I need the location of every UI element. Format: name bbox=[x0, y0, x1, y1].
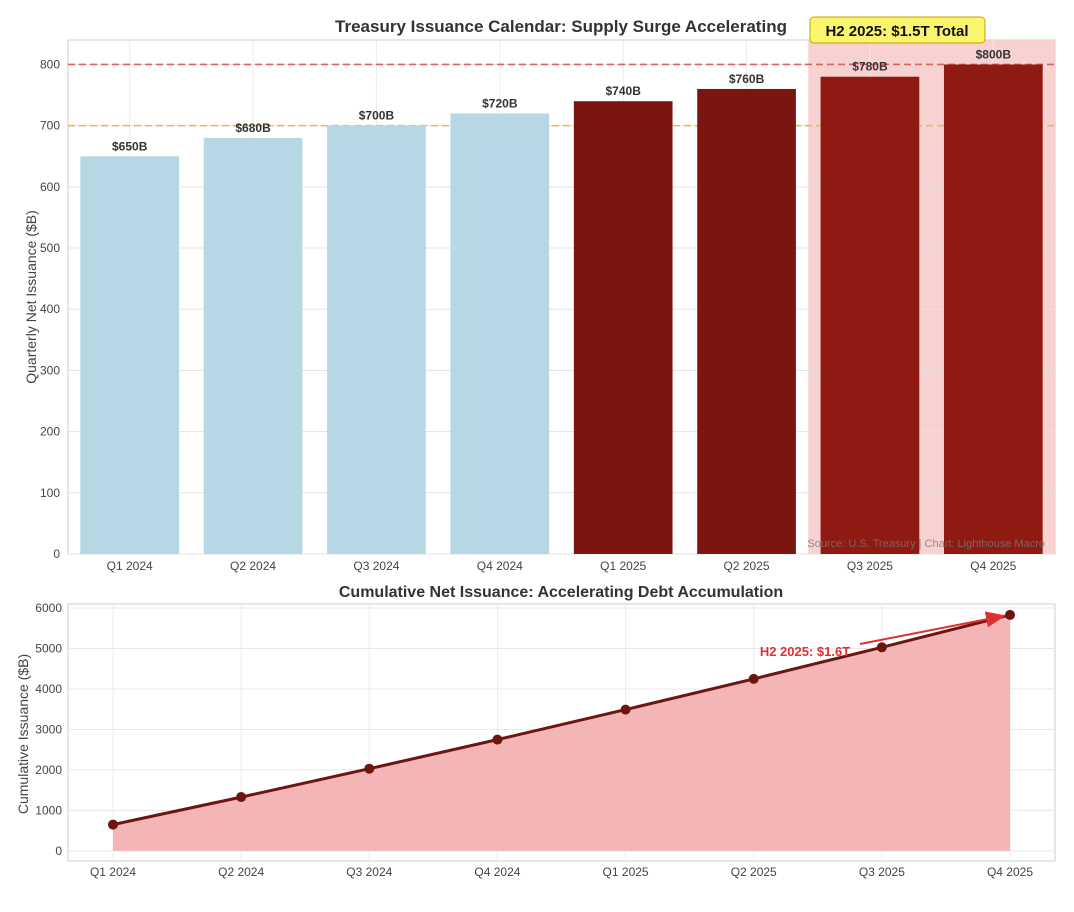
x-tick-label: Q3 2025 bbox=[859, 865, 905, 879]
y-tick-label: 700 bbox=[40, 119, 60, 133]
x-tick-label: Q1 2024 bbox=[107, 559, 153, 573]
bar-value-label: $720B bbox=[482, 96, 518, 110]
bar-q1-2025 bbox=[573, 101, 673, 554]
quarterly-y-axis-label: Quarterly Net Issuance ($B) bbox=[23, 210, 39, 384]
y-tick-label: 400 bbox=[40, 302, 60, 316]
x-tick-label: Q1 2025 bbox=[600, 559, 646, 573]
cumulative-points bbox=[108, 609, 1015, 830]
point-q3-2024 bbox=[364, 763, 375, 774]
annotation-arrow bbox=[859, 611, 1006, 645]
bar-q2-2024 bbox=[203, 137, 303, 554]
bar-value-label: $780B bbox=[852, 60, 888, 74]
quarterly-bars bbox=[80, 64, 1043, 555]
callout-box bbox=[809, 16, 986, 44]
bar-value-label: $650B bbox=[112, 139, 148, 153]
cumulative-x-ticks: Q1 2024 Q2 2024 Q3 2024 Q4 2024 Q1 2025 Q2 20… bbox=[90, 865, 1033, 879]
y-tick-label: 3000 bbox=[35, 722, 62, 736]
cumulative-chart-title: Cumulative Net Issuance: Accelerating De… bbox=[339, 584, 783, 601]
y-tick-label: 200 bbox=[40, 425, 60, 439]
y-tick-label: 1000 bbox=[35, 803, 62, 817]
bar-q4-2024 bbox=[450, 113, 550, 554]
bar-q1-2024 bbox=[80, 156, 180, 554]
y-tick-label: 0 bbox=[53, 547, 60, 561]
y-tick-label: 500 bbox=[40, 241, 60, 255]
x-tick-label: Q3 2025 bbox=[847, 559, 893, 573]
cumulative-series-line bbox=[112, 613, 1011, 827]
y-tick-label: 0 bbox=[55, 844, 62, 858]
bar-q2-2025 bbox=[697, 88, 796, 554]
x-tick-label: Q4 2024 bbox=[477, 559, 523, 573]
h2-2025-cumulative-annotation: H2 2025: $1.6T bbox=[760, 611, 1006, 659]
callout-text: H2 2025: $1.5T Total bbox=[825, 23, 968, 40]
quarterly-chart-title: Treasury Issuance Calendar: Supply Surge… bbox=[335, 17, 787, 36]
x-tick-label: Q2 2025 bbox=[724, 559, 770, 573]
bar-value-label: $760B bbox=[729, 72, 765, 86]
y-tick-label: 800 bbox=[40, 57, 60, 71]
x-tick-label: Q2 2025 bbox=[731, 865, 777, 879]
y-tick-label: 300 bbox=[40, 363, 60, 377]
x-tick-label: Q2 2024 bbox=[230, 559, 276, 573]
x-tick-label: Q2 2024 bbox=[218, 865, 264, 879]
point-q2-2025 bbox=[748, 673, 759, 684]
cumulative-y-axis-label: Cumulative Issuance ($B) bbox=[15, 654, 31, 814]
bar-q3-2024 bbox=[327, 125, 426, 555]
y-tick-label: 4000 bbox=[35, 682, 62, 696]
y-tick-label: 100 bbox=[40, 486, 60, 500]
bar-value-label: $740B bbox=[606, 84, 642, 98]
x-tick-label: Q4 2024 bbox=[474, 865, 520, 879]
bar-q4-2025 bbox=[943, 64, 1043, 554]
annotation-text: H2 2025: $1.6T bbox=[760, 644, 850, 659]
point-q3-2025 bbox=[876, 642, 887, 653]
bar-q3-2025 bbox=[820, 76, 920, 554]
cumulative-y-ticks: 0 1000 2000 3000 4000 5000 6000 bbox=[35, 601, 62, 858]
x-tick-label: Q1 2024 bbox=[90, 865, 136, 879]
x-tick-label: Q3 2024 bbox=[346, 865, 392, 879]
point-q1-2025 bbox=[620, 704, 631, 715]
bar-value-label: $800B bbox=[976, 47, 1012, 61]
x-tick-label: Q3 2024 bbox=[353, 559, 399, 573]
h2-2025-total-callout: H2 2025: $1.5T Total bbox=[809, 16, 986, 44]
quarterly-x-ticks: Q1 2024 Q2 2024 Q3 2024 Q4 2024 Q1 2025 Q2 20… bbox=[107, 559, 1017, 573]
point-q1-2024 bbox=[108, 819, 118, 830]
point-q2-2024 bbox=[236, 792, 247, 803]
y-tick-label: 5000 bbox=[35, 642, 62, 656]
y-tick-label: 600 bbox=[40, 180, 60, 194]
quarterly-bar-labels: $650B $680B $700B $720B $740B $760B $780B $800B bbox=[112, 47, 1011, 153]
cumulative-area-fill bbox=[113, 614, 1010, 851]
bar-value-label: $700B bbox=[359, 109, 395, 123]
x-tick-label: Q1 2025 bbox=[603, 865, 649, 879]
bar-value-label: $680B bbox=[235, 121, 271, 135]
x-tick-label: Q4 2025 bbox=[970, 559, 1016, 573]
y-tick-label: 6000 bbox=[35, 601, 62, 615]
cumulative-issuance-chart: 0 1000 2000 3000 4000 5000 6000 Q1 2024 Q2 2024… bbox=[15, 584, 1056, 879]
x-tick-label: Q4 2025 bbox=[987, 865, 1033, 879]
quarterly-y-ticks: 0 100 200 300 400 500 600 700 800 bbox=[40, 57, 60, 561]
point-q4-2024 bbox=[492, 734, 503, 745]
y-tick-label: 2000 bbox=[35, 763, 62, 777]
source-note: Source: U.S. Treasury | Chart: Lighthous… bbox=[807, 538, 1045, 550]
point-q4-2025 bbox=[1005, 609, 1015, 620]
quarterly-issuance-chart: $650B $680B $700B $720B $740B $760B $780B $800B… bbox=[23, 16, 1056, 573]
